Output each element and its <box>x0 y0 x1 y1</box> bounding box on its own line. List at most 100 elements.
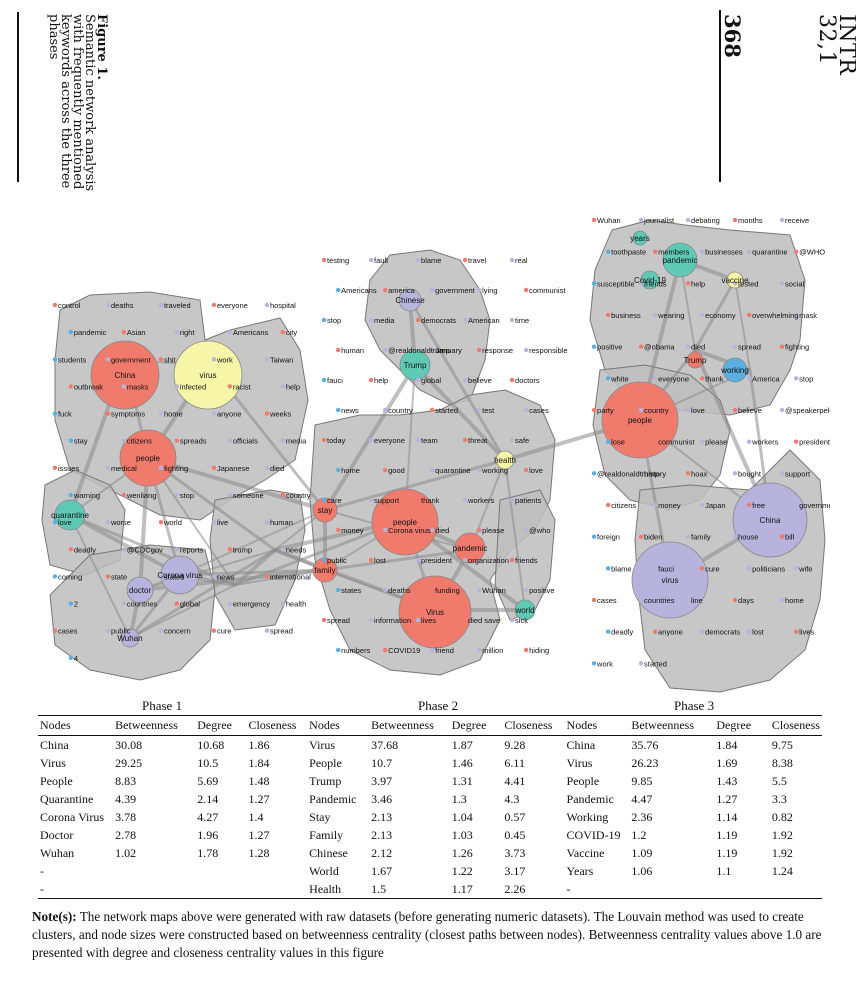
table-cell: Quarantine <box>40 791 94 806</box>
word-node <box>429 527 435 533</box>
word-node <box>368 377 374 383</box>
word-node <box>174 384 180 389</box>
word-label: real <box>515 256 528 265</box>
journal-name: INTR <box>834 14 856 76</box>
hub-node <box>514 599 536 621</box>
word-node <box>732 407 738 413</box>
word-node <box>174 329 180 335</box>
word-label: friend <box>435 646 454 655</box>
word-label: please <box>705 438 727 447</box>
word-node <box>793 249 799 254</box>
word-label: started <box>435 406 458 415</box>
word-node <box>462 437 468 443</box>
hub-node <box>120 628 140 648</box>
word-node <box>746 629 752 634</box>
word-node <box>509 617 515 623</box>
word-node <box>382 467 388 473</box>
table-cell: 1.46 <box>451 755 473 770</box>
network-edge <box>69 514 131 639</box>
word-label: Americans <box>233 328 269 337</box>
network-edge <box>147 456 326 512</box>
word-node <box>415 317 421 323</box>
word-label: believe <box>738 406 762 415</box>
hub-node <box>722 357 748 383</box>
word-node <box>523 587 529 593</box>
word-label: receive <box>785 216 809 225</box>
word-node <box>699 566 705 571</box>
word-label: house <box>738 533 758 542</box>
word-label: susceptible <box>597 279 635 288</box>
hub-node <box>312 557 338 583</box>
table-cell: 1.48 <box>248 773 270 788</box>
table-row: Corona Virus 3.78 4.27 1.4 Stay 2.13 1.04 0.57 W… <box>38 808 822 826</box>
word-label: lost <box>374 556 387 565</box>
table-cell <box>113 880 196 899</box>
table-cell <box>629 880 715 899</box>
word-label: public <box>327 556 347 565</box>
word-label: tested <box>738 279 758 288</box>
table-cell: 1.96 <box>197 827 219 842</box>
word-node <box>335 407 341 413</box>
word-label: traveled <box>164 301 191 310</box>
table-cell: 10.68 <box>197 737 225 752</box>
word-node <box>121 384 127 389</box>
phase-1-label: Phase 1 <box>142 698 183 713</box>
table-header-row: Nodes Betweenness Degree Closeness Nodes Betw… <box>38 715 822 736</box>
table-cell: 1.24 <box>771 863 793 878</box>
word-label: lives <box>421 616 436 625</box>
word-node <box>732 217 738 223</box>
network-edge <box>233 548 277 587</box>
word-node <box>605 312 611 318</box>
word-node <box>52 411 58 416</box>
word-label: care <box>327 496 342 505</box>
word-label: business <box>611 311 641 320</box>
word-node <box>264 519 270 525</box>
table-cell <box>769 880 822 899</box>
word-label: response <box>482 346 513 355</box>
hub-node <box>632 230 648 246</box>
hub-label: people <box>393 518 418 527</box>
hub-label: people <box>628 416 653 425</box>
word-label: money <box>341 526 364 535</box>
word-node <box>462 377 468 383</box>
word-node <box>382 527 388 533</box>
word-label: needs <box>286 545 307 554</box>
hub-node <box>126 576 154 604</box>
word-node <box>415 497 421 503</box>
table-cell: - <box>564 880 630 899</box>
word-node <box>523 347 529 353</box>
table-cell: 2.13 <box>371 827 393 842</box>
word-label: deadly <box>611 628 633 637</box>
table-cell: 9.85 <box>631 773 653 788</box>
word-label: spread <box>327 616 350 625</box>
word-label: cure <box>217 627 232 636</box>
word-label: Americans <box>341 286 377 295</box>
word-label: masks <box>127 382 149 391</box>
table-cell: 1.09 <box>631 845 653 860</box>
word-node <box>605 566 611 571</box>
word-label: team <box>421 436 438 445</box>
word-label: test <box>482 406 495 415</box>
table-cell: World <box>309 863 339 878</box>
word-label: weeks <box>269 410 292 419</box>
word-label: died <box>435 526 449 535</box>
table-cell: 4.27 <box>197 809 219 824</box>
word-node <box>605 502 611 508</box>
word-label: numbers <box>341 646 370 655</box>
word-label: toothpaste <box>611 248 646 257</box>
word-label: lying <box>482 286 497 295</box>
word-label: overwhelming <box>752 311 798 320</box>
word-label: spreads <box>180 437 207 446</box>
table-cell: 1.28 <box>248 845 270 860</box>
word-label: someone <box>233 491 264 500</box>
word-label: thank <box>705 374 724 383</box>
word-node <box>638 217 644 223</box>
hub-label: Wuhan <box>117 634 142 643</box>
word-label: cases <box>597 596 617 605</box>
word-label: stop <box>180 491 194 500</box>
table-cell: 8.83 <box>115 773 137 788</box>
word-node <box>591 344 597 349</box>
network-edge <box>734 279 751 371</box>
word-label: history <box>644 469 666 478</box>
word-label: money <box>658 501 681 510</box>
